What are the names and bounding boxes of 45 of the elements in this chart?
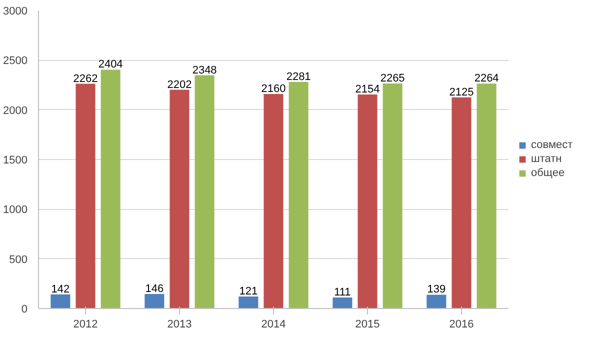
y-tick-label: 2000: [3, 104, 28, 117]
data-label: 146: [145, 282, 164, 295]
legend-label: совмест: [531, 139, 573, 151]
bar: [382, 84, 402, 308]
bar: [194, 75, 214, 308]
data-label: 142: [51, 283, 70, 296]
bar: [100, 70, 120, 308]
bar: [76, 84, 96, 308]
data-label: 111: [334, 286, 351, 298]
bar: [264, 94, 284, 308]
legend-label: общее: [531, 167, 565, 179]
bar: [288, 82, 308, 308]
y-tick-label: 0: [21, 304, 28, 316]
x-tick-label: 2013: [167, 318, 192, 330]
bar: [50, 294, 70, 308]
data-label: 2202: [167, 78, 192, 91]
data-label: 2262: [73, 72, 98, 85]
data-label: 2160: [261, 82, 286, 95]
legend-label: штатн: [531, 153, 562, 165]
bar: [358, 94, 378, 308]
data-label: 2154: [355, 84, 380, 96]
y-tick-label: 2500: [3, 55, 28, 68]
y-tick-label: 1000: [3, 204, 28, 216]
x-tick-label: 2012: [73, 318, 98, 330]
bar: [476, 84, 496, 308]
data-label: 2281: [286, 70, 311, 83]
data-label: 139: [427, 284, 446, 296]
x-tick-label: 2014: [261, 318, 286, 330]
y-tick-label: 3000: [3, 6, 28, 18]
data-label: 2348: [192, 64, 217, 76]
data-label: 2265: [380, 72, 405, 85]
bar: [332, 297, 352, 308]
data-label: 2264: [474, 72, 499, 85]
x-tick-label: 2015: [355, 318, 380, 330]
data-label: 2404: [98, 58, 123, 71]
bar: [452, 97, 472, 308]
data-label: 2125: [449, 86, 474, 98]
bar: [426, 294, 446, 308]
x-tick-label: 2016: [449, 318, 474, 330]
bar: [238, 296, 258, 308]
bar: [170, 90, 190, 308]
y-tick-label: 500: [9, 254, 28, 266]
bar: [144, 294, 164, 308]
data-label: 121: [239, 285, 258, 298]
y-tick-label: 1500: [3, 154, 28, 166]
